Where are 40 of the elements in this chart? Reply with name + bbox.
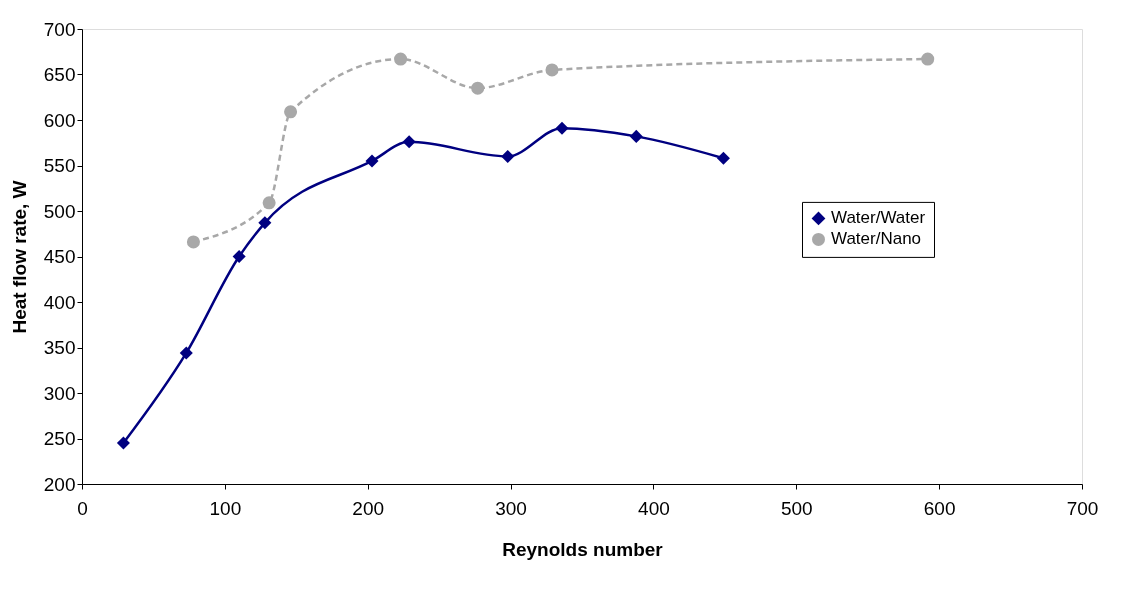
point bbox=[629, 129, 643, 143]
y-axis-title: Heat flow rate, W bbox=[8, 180, 30, 334]
point bbox=[262, 196, 276, 210]
point bbox=[402, 135, 416, 149]
point bbox=[555, 121, 569, 135]
point bbox=[471, 81, 485, 95]
x-tick-label: 300 bbox=[495, 497, 527, 519]
x-tick-label: 700 bbox=[1066, 497, 1099, 519]
y-tick-label: 650 bbox=[43, 64, 76, 85]
point bbox=[232, 249, 246, 264]
x-axis-title: Reynolds number bbox=[502, 538, 664, 560]
y-tick-label: 300 bbox=[43, 382, 76, 404]
y-tick-label: 450 bbox=[43, 246, 76, 267]
y-tick-label: 550 bbox=[43, 155, 76, 176]
point bbox=[921, 52, 935, 66]
point bbox=[716, 151, 730, 165]
point bbox=[545, 63, 559, 77]
x-tick-label: 600 bbox=[923, 497, 956, 519]
point bbox=[394, 52, 408, 66]
x-tick-label: 100 bbox=[209, 497, 242, 519]
point bbox=[501, 149, 515, 163]
y-tick-label: 700 bbox=[43, 18, 76, 40]
y-tick-label: 600 bbox=[43, 109, 76, 131]
y-tick-label: 500 bbox=[43, 200, 76, 222]
y-tick-label: 400 bbox=[43, 291, 76, 313]
point bbox=[284, 105, 298, 119]
y-tick-label: 350 bbox=[43, 337, 76, 358]
point bbox=[186, 235, 200, 249]
y-tick-label: 200 bbox=[43, 473, 76, 495]
point bbox=[179, 346, 193, 360]
x-tick-label: 500 bbox=[780, 497, 813, 519]
point bbox=[258, 216, 272, 230]
x-tick-label: 0 bbox=[77, 497, 88, 519]
y-tick-label: 250 bbox=[43, 428, 76, 449]
point bbox=[365, 154, 379, 168]
x-tick-label: 200 bbox=[352, 497, 385, 519]
x-tick-label: 400 bbox=[638, 497, 670, 519]
legend-label: Water/Water bbox=[831, 208, 926, 228]
point bbox=[116, 436, 130, 450]
legend-label: Water/Nano bbox=[831, 229, 922, 249]
